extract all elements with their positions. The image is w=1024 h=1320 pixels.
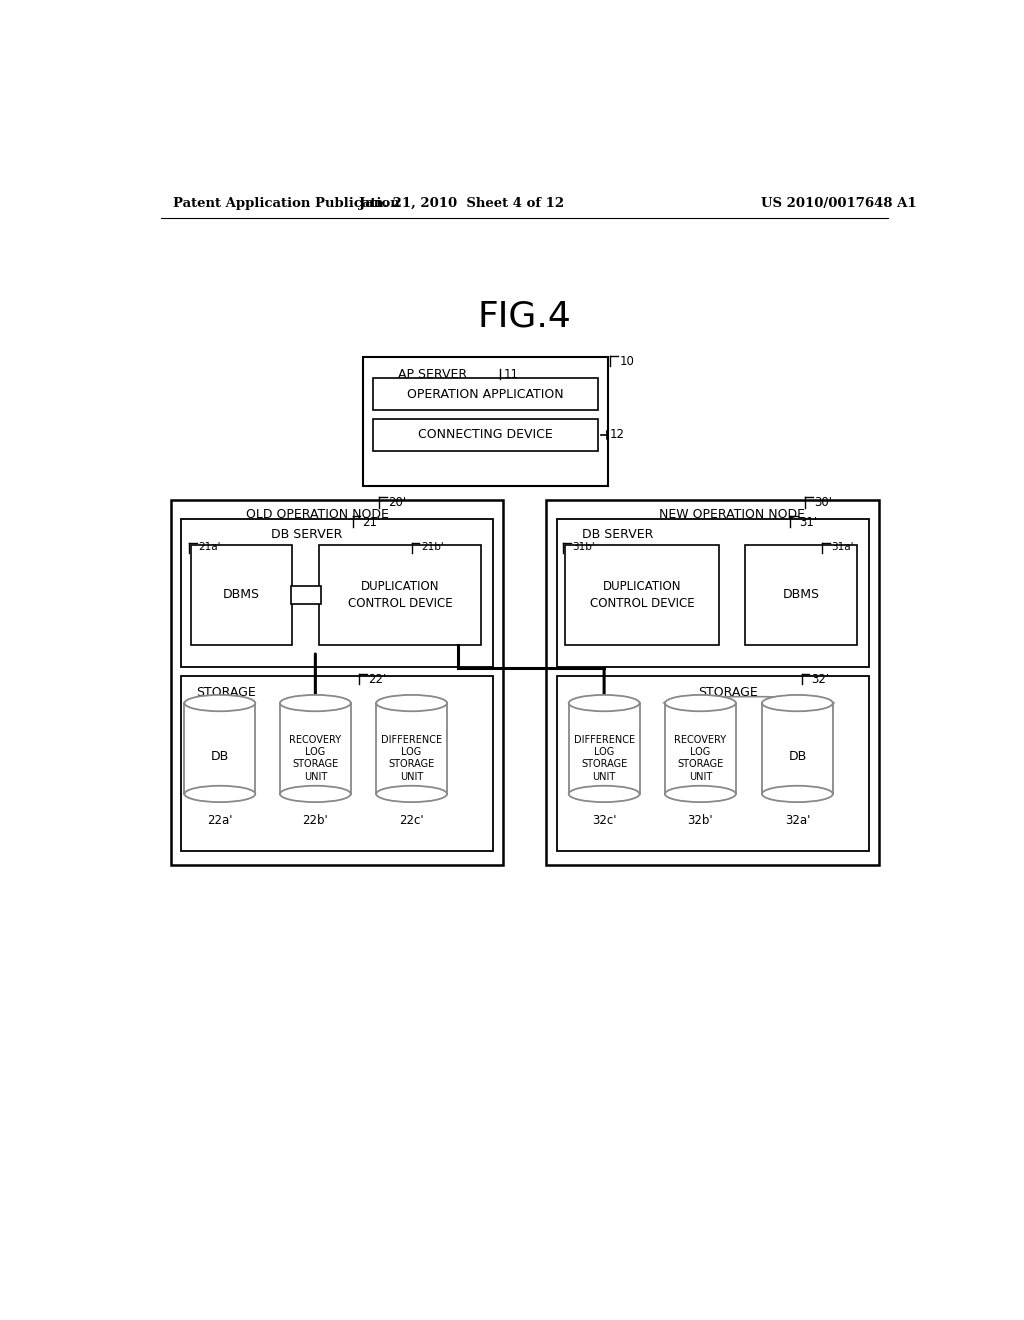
- Bar: [565, 545, 719, 645]
- Text: DB SERVER: DB SERVER: [582, 528, 653, 541]
- Bar: [280, 719, 351, 803]
- Text: US 2010/0017648 A1: US 2010/0017648 A1: [761, 197, 916, 210]
- Ellipse shape: [568, 785, 640, 803]
- Text: 21': 21': [361, 516, 380, 529]
- Text: 22a': 22a': [207, 814, 232, 828]
- Ellipse shape: [280, 694, 351, 711]
- Text: FIG.4: FIG.4: [478, 300, 571, 333]
- Ellipse shape: [568, 694, 640, 711]
- Text: RECOVERY
LOG
STORAGE
UNIT: RECOVERY LOG STORAGE UNIT: [290, 735, 341, 781]
- Bar: [568, 719, 640, 803]
- Ellipse shape: [376, 785, 447, 803]
- Text: 31a': 31a': [831, 543, 854, 552]
- Text: DUPLICATION
CONTROL DEVICE: DUPLICATION CONTROL DEVICE: [590, 579, 694, 610]
- Bar: [557, 676, 869, 851]
- Bar: [557, 519, 869, 667]
- Bar: [181, 676, 494, 851]
- Text: 32': 32': [811, 673, 829, 686]
- Text: STORAGE: STORAGE: [698, 686, 759, 700]
- Text: Jan. 21, 2010  Sheet 4 of 12: Jan. 21, 2010 Sheet 4 of 12: [359, 197, 564, 210]
- Bar: [376, 719, 447, 803]
- Bar: [373, 418, 598, 451]
- Text: Patent Application Publication: Patent Application Publication: [173, 197, 399, 210]
- Text: DBMS: DBMS: [223, 589, 260, 602]
- Text: 21b': 21b': [421, 543, 443, 552]
- Text: NEW OPERATION NODE: NEW OPERATION NODE: [658, 508, 805, 521]
- Bar: [665, 719, 736, 803]
- Text: 10: 10: [620, 355, 635, 368]
- Bar: [190, 545, 292, 645]
- Bar: [184, 719, 255, 803]
- Text: OLD OPERATION NODE: OLD OPERATION NODE: [246, 508, 389, 521]
- Text: CONNECTING DEVICE: CONNECTING DEVICE: [418, 428, 553, 441]
- Bar: [319, 545, 481, 645]
- Ellipse shape: [762, 694, 833, 711]
- Bar: [181, 519, 494, 667]
- Text: 21a': 21a': [199, 543, 221, 552]
- Bar: [171, 499, 503, 866]
- Text: DUPLICATION
CONTROL DEVICE: DUPLICATION CONTROL DEVICE: [348, 579, 453, 610]
- Text: DBMS: DBMS: [782, 589, 819, 602]
- Text: DIFFERENCE
LOG
STORAGE
UNIT: DIFFERENCE LOG STORAGE UNIT: [573, 735, 635, 781]
- Text: 31': 31': [800, 516, 817, 529]
- Text: 22': 22': [368, 673, 386, 686]
- Text: 12: 12: [609, 428, 625, 441]
- Text: 30': 30': [814, 496, 833, 510]
- Bar: [364, 358, 608, 487]
- Text: 32b': 32b': [687, 814, 713, 828]
- Text: AP SERVER: AP SERVER: [398, 367, 467, 380]
- Bar: [547, 499, 879, 866]
- Text: DIFFERENCE
LOG
STORAGE
UNIT: DIFFERENCE LOG STORAGE UNIT: [381, 735, 442, 781]
- Ellipse shape: [376, 694, 447, 711]
- Text: RECOVERY
LOG
STORAGE
UNIT: RECOVERY LOG STORAGE UNIT: [674, 735, 726, 781]
- Ellipse shape: [184, 785, 255, 803]
- Ellipse shape: [665, 785, 736, 803]
- Text: DB: DB: [788, 750, 807, 763]
- Text: OPERATION APPLICATION: OPERATION APPLICATION: [408, 388, 564, 400]
- Bar: [291, 586, 321, 605]
- Bar: [745, 545, 857, 645]
- Text: 11: 11: [503, 367, 518, 380]
- Ellipse shape: [665, 694, 736, 711]
- Text: 31b': 31b': [572, 543, 595, 552]
- Text: DB SERVER: DB SERVER: [270, 528, 342, 541]
- Ellipse shape: [184, 694, 255, 711]
- Text: 22b': 22b': [302, 814, 329, 828]
- Ellipse shape: [762, 785, 833, 803]
- Text: STORAGE: STORAGE: [197, 686, 256, 700]
- Bar: [762, 719, 833, 803]
- Text: DB: DB: [211, 750, 229, 763]
- Text: 32a': 32a': [784, 814, 810, 828]
- Bar: [373, 378, 598, 411]
- Text: 22c': 22c': [399, 814, 424, 828]
- Text: 32c': 32c': [592, 814, 616, 828]
- Text: 20': 20': [388, 496, 407, 510]
- Ellipse shape: [280, 785, 351, 803]
